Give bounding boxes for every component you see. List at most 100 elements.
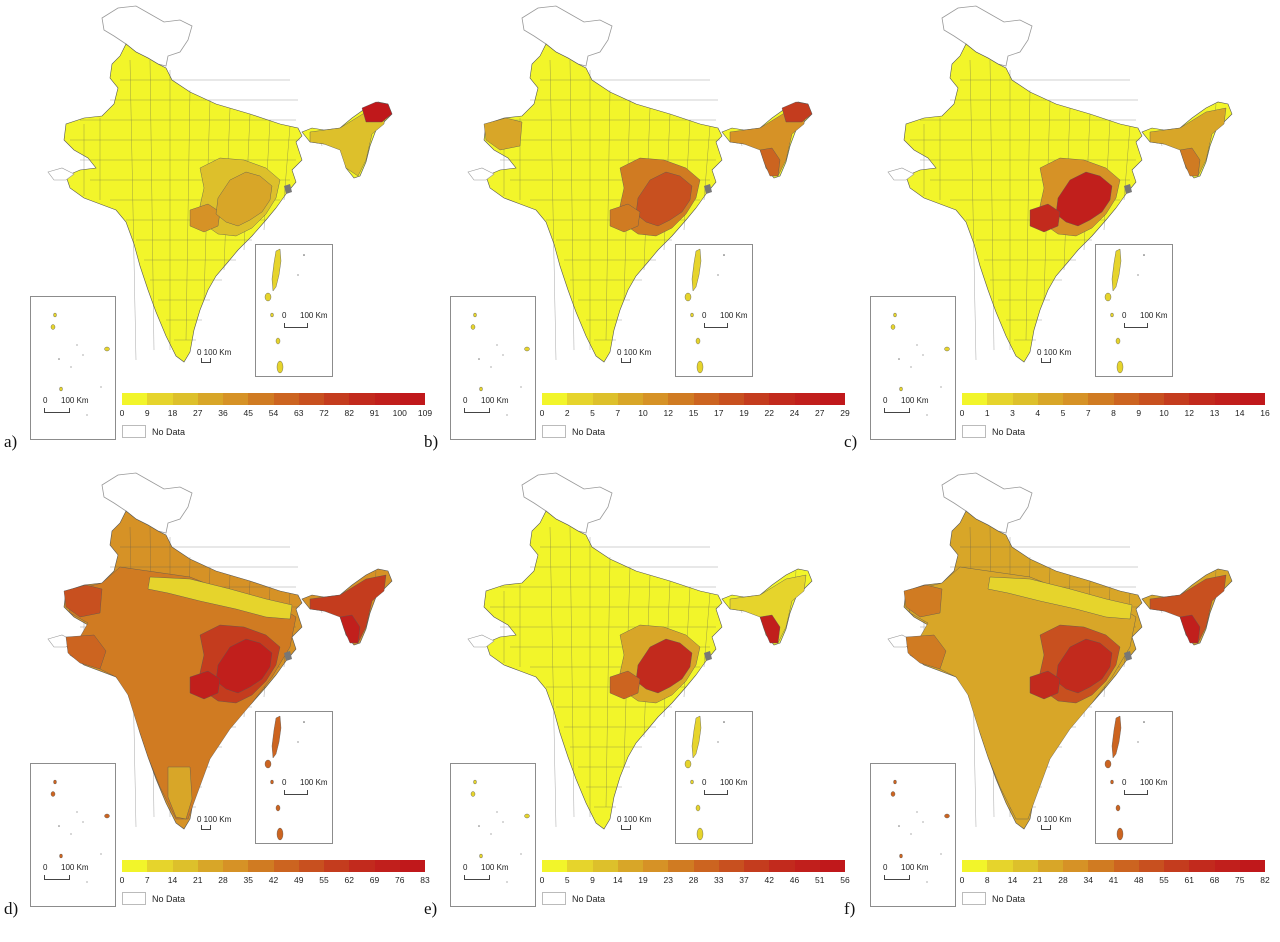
hotspot-region <box>905 634 947 670</box>
hotspot-region <box>987 576 1133 620</box>
color-legend: 0 5 9 14 19 23 28 33 37 42 46 51 56 No Data <box>540 860 850 905</box>
legend-tick: 5 <box>564 875 570 885</box>
legend-swatch <box>987 860 1013 872</box>
legend-swatch <box>567 393 593 405</box>
legend-tick: 10 <box>1159 408 1169 418</box>
kashmir-no-data-region <box>941 472 1033 534</box>
inset-scale-dist: 100 Km <box>481 396 509 405</box>
legend-swatch <box>349 393 375 405</box>
india-choropleth-map <box>887 472 1233 830</box>
legend-ticks: 0 9 18 27 36 45 54 63 72 82 91 100 109 <box>119 408 432 422</box>
legend-swatch <box>122 393 148 405</box>
inset-scale-dist: 100 Km <box>300 311 328 320</box>
panel-label: a) <box>4 432 18 451</box>
hotspot-region <box>63 584 103 618</box>
legend-tick: 12 <box>1184 408 1194 418</box>
legend-tick: 15 <box>688 408 699 418</box>
hotspot-region <box>903 584 943 618</box>
legend-swatch <box>744 393 770 405</box>
legend-tick: 62 <box>344 875 354 885</box>
inset-scale-zero: 0 <box>43 396 48 405</box>
legend-tick: 0 <box>959 408 965 418</box>
legend-tick: 8 <box>984 875 990 885</box>
legend-tick: 76 <box>395 875 405 885</box>
legend-swatch <box>1239 393 1265 405</box>
inset-scale-dist: 100 Km <box>61 396 89 405</box>
legend-tick: 7 <box>144 875 150 885</box>
lakshadweep-islands-map <box>470 312 530 416</box>
legend-swatch <box>197 860 223 872</box>
no-data-label: No Data <box>572 893 606 904</box>
legend-swatch <box>693 860 719 872</box>
legend-swatch <box>248 860 274 872</box>
main-scale-line <box>1041 358 1051 363</box>
inset-scale-line <box>1124 323 1148 328</box>
hotspot-region <box>1179 147 1201 177</box>
inset-scale-dist: 100 Km <box>300 778 328 787</box>
color-ramp <box>122 393 425 405</box>
kashmir-no-data-region <box>521 5 613 67</box>
legend-tick: 5 <box>590 408 595 418</box>
no-data-legend: No Data <box>542 425 845 438</box>
inset-scale-dist: 100 Km <box>481 863 509 872</box>
hotspot-region <box>759 614 781 644</box>
map-panel-e: 0 100 Km 0 100 Km <box>420 467 850 938</box>
kashmir-no-data-region <box>101 472 193 534</box>
legend-swatch <box>1189 860 1215 872</box>
hotspot-region <box>309 574 387 644</box>
legend-swatch <box>349 860 375 872</box>
legend-tick: 68 <box>1209 875 1220 885</box>
legend-swatch <box>1088 860 1114 872</box>
legend-tick: 13 <box>1209 408 1220 418</box>
legend-ticks: 0 8 14 21 28 34 41 48 55 61 68 75 82 <box>960 875 1270 889</box>
andaman-islands-map <box>264 715 305 841</box>
kashmir-no-data-region <box>521 472 613 534</box>
inset-scale-line <box>704 790 728 795</box>
inset-scale-zero: 0 <box>1122 311 1127 320</box>
legend-swatch <box>962 860 988 872</box>
legend-tick: 48 <box>1134 875 1144 885</box>
hotspot-region <box>729 574 807 644</box>
legend-ticks: 0 5 9 14 19 23 28 33 37 42 46 51 56 <box>540 875 850 889</box>
andaman-nicobar-inset: 0 100 Km <box>255 244 333 377</box>
lakshadweep-inset: 0 100 Km <box>870 763 956 907</box>
legend-tick: 42 <box>764 875 774 885</box>
legend-tick: 27 <box>193 408 203 418</box>
legend-tick: 82 <box>1260 875 1270 885</box>
no-data-swatch <box>962 425 986 438</box>
legend-swatch <box>542 393 568 405</box>
main-scale-bar: 0 100 Km <box>1037 815 1071 830</box>
legend-tick: 12 <box>663 408 673 418</box>
legend-swatch <box>668 860 694 872</box>
color-ramp <box>542 393 845 405</box>
inset-scale-line <box>884 875 910 880</box>
legend-tick: 2 <box>564 408 570 418</box>
inset-scale-line <box>464 875 490 880</box>
panel-label: e) <box>424 899 438 918</box>
legend-swatch <box>147 393 173 405</box>
legend-swatch <box>223 860 249 872</box>
legend-tick: 7 <box>1085 408 1091 418</box>
no-data-label: No Data <box>992 426 1026 437</box>
legend-swatch <box>617 393 643 405</box>
legend-swatch <box>324 860 350 872</box>
main-scale-label: 0 100 Km <box>617 815 652 824</box>
legend-swatch <box>298 860 324 872</box>
legend-swatch <box>1113 860 1139 872</box>
main-scale-label: 0 100 Km <box>1037 348 1072 357</box>
lakshadweep-islands-map <box>470 779 530 883</box>
inset-scale-dist: 100 Km <box>901 396 929 405</box>
legend-tick: 0 <box>119 408 125 418</box>
no-data-swatch <box>542 892 566 905</box>
panel-label: b) <box>424 432 439 451</box>
color-ramp <box>962 393 1265 405</box>
hotspot-region <box>215 171 273 227</box>
legend-tick: 9 <box>144 408 150 418</box>
legend-tick: 35 <box>243 875 253 885</box>
color-legend: 0 2 5 7 10 12 15 17 19 22 24 27 29 No Data <box>540 393 850 438</box>
legend-tick: 29 <box>840 408 850 418</box>
inset-scale-zero: 0 <box>282 778 287 787</box>
inset-scale-dist: 100 Km <box>901 863 929 872</box>
no-data-label: No Data <box>152 893 186 904</box>
legend-tick: 9 <box>1136 408 1142 418</box>
